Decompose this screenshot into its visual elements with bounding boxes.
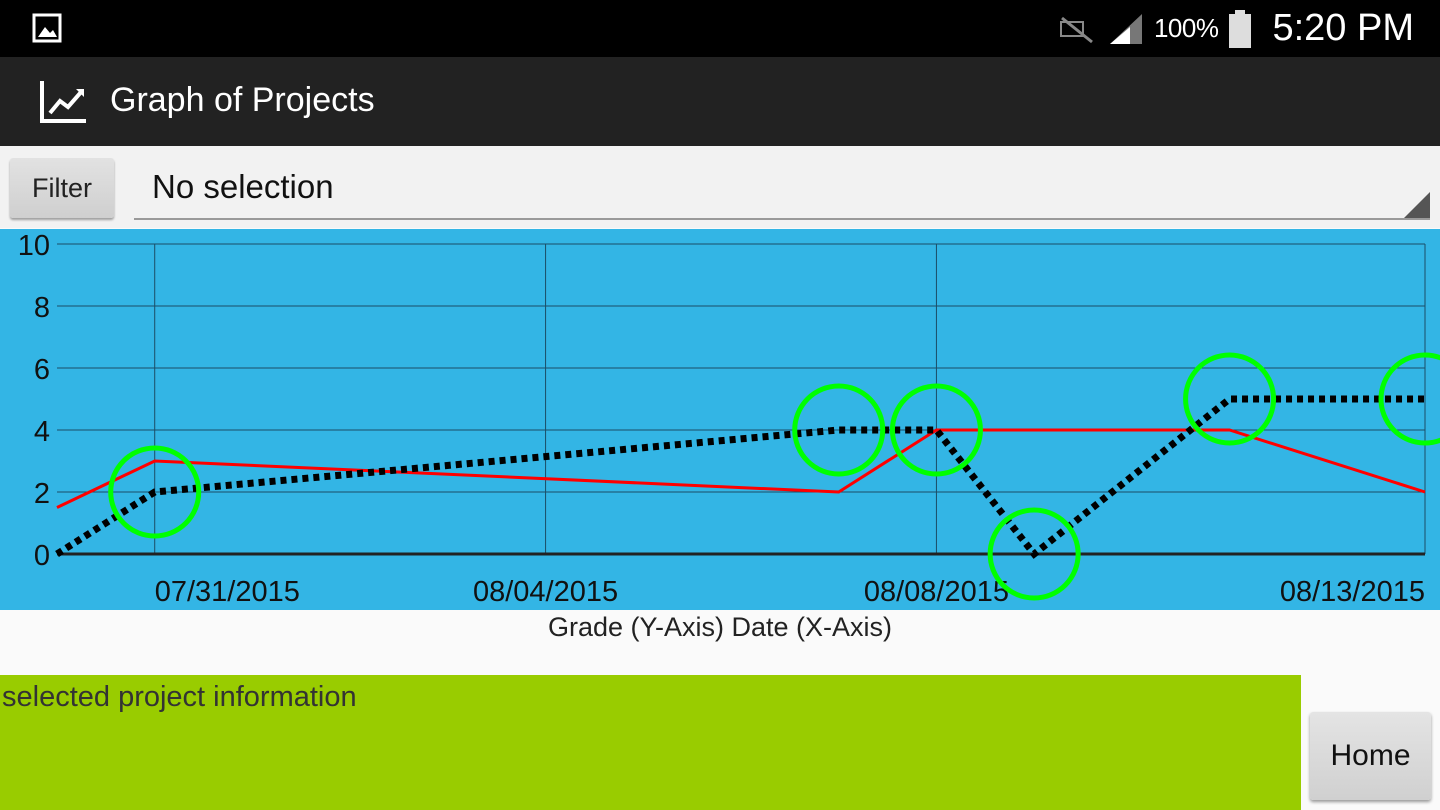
series-line-solid (56, 428, 1426, 509)
data-point-highlight (987, 507, 1081, 601)
data-point-highlight (108, 445, 202, 539)
x-tick-label: 08/04/2015 (473, 576, 618, 608)
filter-button[interactable]: Filter (10, 158, 114, 218)
action-bar: Graph of Projects (0, 57, 1440, 146)
page-title: Graph of Projects (110, 81, 375, 119)
signal-icon (1109, 13, 1142, 44)
status-bar: 100% 5:20 PM (0, 0, 1440, 57)
battery-icon (1229, 9, 1252, 48)
battery-percent: 100% (1153, 13, 1219, 43)
dropdown-selected-value: No selection (152, 168, 334, 205)
chart-caption: Grade (Y-Axis) Date (X-Axis) (547, 612, 893, 642)
x-tick-label: 08/13/2015 (1280, 576, 1425, 608)
line-chart-icon (40, 81, 86, 123)
dropdown-arrow-icon (1404, 192, 1430, 218)
data-point-highlight (889, 383, 983, 477)
clock: 5:20 PM (1272, 7, 1414, 49)
data-point-highlight (792, 383, 886, 477)
project-filter-dropdown[interactable]: No selection (134, 158, 1430, 220)
selected-project-text: selected project information (2, 681, 357, 713)
y-tick-label: 8 (34, 292, 50, 324)
y-tick-label: 10 (18, 230, 50, 262)
selected-project-panel: selected project information (0, 675, 1301, 810)
y-tick-label: 4 (34, 416, 50, 448)
data-point-highlight (1183, 352, 1277, 446)
graph-canvas[interactable]: 0 2 4 6 8 10 07/31/2015 08/04/2015 08/08/2015 08/… (0, 229, 1440, 610)
home-button[interactable]: Home (1310, 712, 1431, 800)
data-point-highlight (1378, 352, 1440, 446)
projects-graph[interactable]: 0 2 4 6 8 10 07/31/2015 08/04/2015 08/08/2015 08/… (0, 229, 1440, 610)
y-tick-label: 0 (34, 540, 50, 572)
x-tick-label: 07/31/2015 (155, 576, 300, 608)
series-line-dotted (55, 395, 1425, 559)
filter-row: Filter No selection (0, 146, 1440, 228)
y-tick-label: 2 (34, 478, 50, 510)
x-tick-label: 08/08/2015 (864, 576, 1009, 608)
gallery-notification-icon (32, 13, 62, 43)
mute-icon (1059, 16, 1093, 43)
y-tick-label: 6 (34, 354, 50, 386)
